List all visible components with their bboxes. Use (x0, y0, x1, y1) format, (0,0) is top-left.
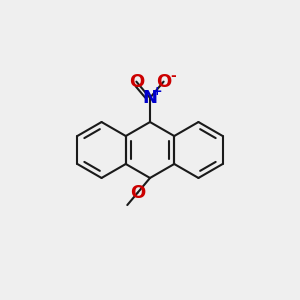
Text: O: O (130, 184, 145, 202)
Text: -: - (170, 69, 176, 83)
Text: N: N (142, 89, 158, 107)
Text: O: O (129, 73, 144, 91)
Text: +: + (152, 85, 162, 98)
Text: O: O (156, 73, 171, 91)
